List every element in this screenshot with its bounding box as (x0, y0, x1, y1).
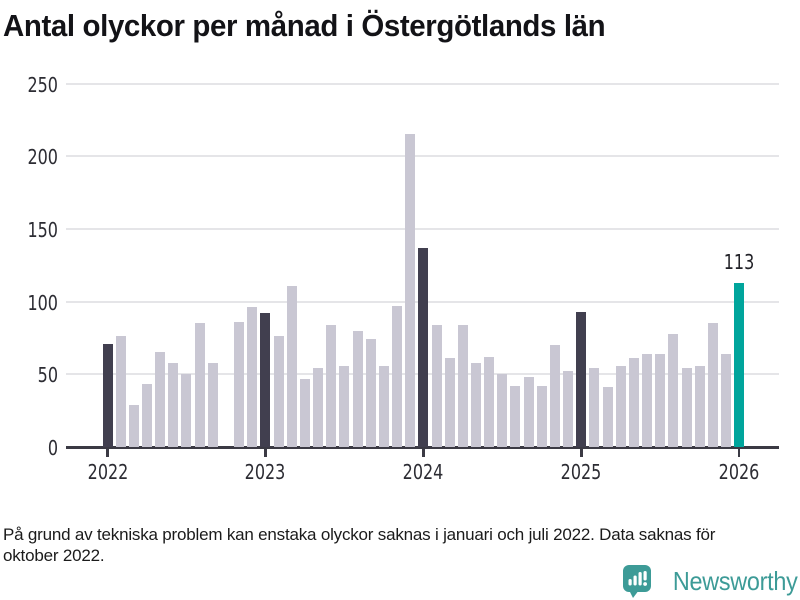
bar-2023-11 (392, 305, 403, 447)
x-axis-line (66, 446, 779, 449)
bar-2024-06 (484, 356, 495, 447)
bar-2022-02 (115, 336, 126, 447)
y-gridline-150 (66, 227, 779, 230)
bar-2025-12 (721, 353, 732, 447)
x-axis-year-label-2026: 2026 (718, 460, 760, 484)
bar-2024-04 (457, 324, 468, 447)
footnote-line-1: På grund av tekniska problem kan enstaka… (3, 525, 716, 544)
bar-2025-10 (694, 365, 705, 447)
bar-2023-12 (405, 134, 416, 447)
bar-2026-01 (734, 282, 745, 447)
x-axis-year-label-2023: 2023 (245, 460, 286, 484)
newsworthy-logo: Newsworthy (622, 564, 798, 598)
x-axis-tick-2023 (264, 448, 267, 457)
newsworthy-speech-bubble-bar-chart-icon (622, 564, 652, 598)
chart-title: Antal olyckor per månad i Östergötlands … (3, 8, 606, 43)
bar-2023-07 (339, 365, 350, 447)
bar-2024-03 (444, 358, 455, 447)
bar-2022-05 (155, 352, 166, 447)
bar-2024-11 (549, 345, 560, 447)
bar-2023-08 (352, 330, 363, 447)
bar-2022-01 (102, 343, 113, 447)
x-axis-tick-2025 (580, 448, 583, 457)
y-axis-label-200: 200 (27, 145, 58, 170)
newsworthy-logo-text: Newsworthy (673, 565, 798, 596)
y-axis-label-100: 100 (27, 290, 58, 315)
bar-2025-05 (628, 358, 639, 447)
bar-2022-03 (128, 404, 139, 447)
footnote-line-2: oktober 2022. (3, 546, 105, 565)
bar-2022-04 (141, 384, 152, 447)
bar-2025-02 (589, 368, 600, 447)
bar-2023-06 (326, 324, 337, 447)
bar-2024-01 (418, 247, 429, 447)
bar-2022-08 (194, 323, 205, 447)
footnote: På grund av tekniska problem kan enstaka… (3, 524, 715, 566)
bar-2025-08 (668, 333, 679, 447)
value-annotation: 113 (723, 249, 755, 274)
y-axis-label-250: 250 (27, 72, 58, 97)
bar-2022-06 (168, 362, 179, 447)
y-axis-label-50: 50 (37, 363, 58, 388)
x-axis-year-label-2025: 2025 (560, 460, 602, 484)
bar-2023-05 (313, 368, 324, 447)
y-gridline-200 (66, 155, 779, 158)
bar-2024-08 (510, 385, 521, 447)
bar-2022-11 (234, 321, 245, 447)
bar-2023-02 (273, 336, 284, 447)
bar-2025-09 (681, 368, 692, 447)
bar-2025-03 (602, 387, 613, 447)
bar-2023-10 (378, 365, 389, 447)
bar-2022-12 (247, 307, 258, 447)
bar-2022-09 (207, 362, 218, 447)
x-axis-tick-2026 (737, 448, 741, 457)
y-axis-label-150: 150 (27, 217, 58, 242)
bar-2023-01 (260, 313, 271, 447)
bar-2024-10 (536, 385, 547, 447)
bar-2024-05 (470, 362, 481, 447)
x-axis-year-label-2024: 2024 (402, 460, 444, 484)
x-axis-tick-2024 (422, 448, 425, 457)
bar-2025-11 (707, 323, 718, 447)
x-axis-year-label-2022: 2022 (87, 460, 128, 484)
bar-2022-07 (181, 374, 192, 447)
bar-2024-12 (563, 371, 574, 447)
bar-2023-04 (299, 378, 310, 447)
y-axis-label-0: 0 (47, 436, 58, 460)
y-gridline-250 (66, 82, 779, 85)
bar-2023-09 (365, 339, 376, 447)
bar-2025-04 (615, 365, 626, 447)
bar-2025-01 (576, 311, 587, 447)
bar-2024-07 (497, 374, 508, 447)
bar-2024-02 (431, 324, 442, 447)
bar-2025-06 (642, 353, 653, 447)
bar-2023-03 (286, 285, 297, 447)
bar-2024-09 (523, 377, 534, 447)
bar-2025-07 (655, 353, 666, 447)
x-axis-tick-2022 (106, 448, 109, 457)
